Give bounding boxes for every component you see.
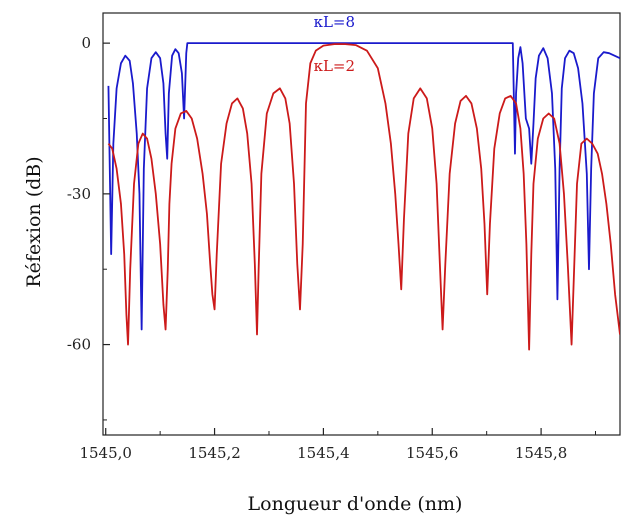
- y-axis: 0 -30 -60: [67, 34, 110, 421]
- series-layer: [107, 42, 620, 351]
- series-line-2: [107, 43, 620, 351]
- x-tick-label: 1545,4: [297, 444, 350, 462]
- x-tick-label: 1545,0: [79, 444, 132, 462]
- x-axis: 1545,0 1545,2 1545,4 1545,6 1545,8: [79, 428, 597, 462]
- annotation-layer: κL=8 κL=2: [314, 13, 355, 75]
- x-tick-label: 1545,8: [515, 444, 568, 462]
- series-label-1: κL=8: [314, 13, 355, 31]
- y-tick-label: -30: [67, 185, 91, 203]
- x-tick-label: 1545,6: [406, 444, 459, 462]
- plot-frame: [102, 12, 621, 436]
- plot-border: [102, 12, 621, 436]
- y-tick-label: -60: [67, 336, 91, 354]
- x-tick-label: 1545,2: [188, 444, 241, 462]
- series-label-2: κL=2: [314, 57, 355, 75]
- series-line-1: [107, 42, 620, 331]
- y-tick-label: 0: [81, 34, 91, 52]
- x-axis-title: Longueur d'onde (nm): [248, 493, 463, 515]
- y-axis-title: Réfexion (dB): [23, 156, 45, 287]
